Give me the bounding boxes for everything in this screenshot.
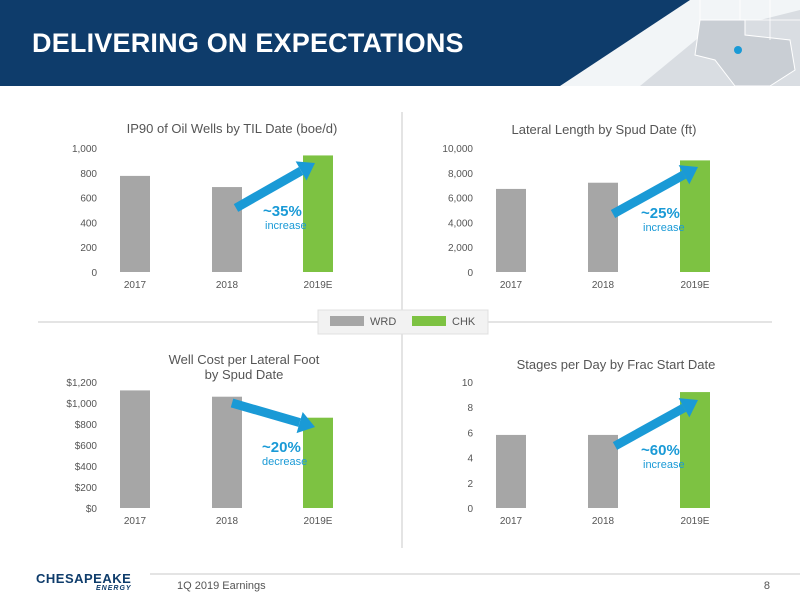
callout-label: increase (643, 222, 685, 234)
x-tick-label: 2018 (216, 280, 239, 291)
chart-title: Stages per Day by Frac Start Date (517, 357, 716, 372)
callout-value: ~35% (263, 203, 302, 220)
y-tick-label: 1,000 (72, 144, 97, 155)
y-tick-label: $1,000 (66, 399, 97, 410)
chart-title: IP90 of Oil Wells by TIL Date (boe/d) (127, 121, 338, 136)
x-tick-label: 2017 (500, 516, 523, 527)
chart-title: Well Cost per Lateral Foot (169, 352, 320, 367)
y-tick-label: 2,000 (448, 243, 473, 254)
y-tick-label: 0 (91, 268, 97, 279)
trend-arrow-shaft (610, 170, 687, 218)
callout-label: increase (265, 220, 307, 232)
logo-name: CHESAPEAKE (36, 571, 132, 586)
trend-arrow-icon (678, 165, 698, 185)
y-tick-label: 8 (467, 403, 473, 414)
y-tick-label: 10 (462, 378, 474, 389)
x-tick-label: 2019E (681, 280, 710, 291)
texas-map-graphic (560, 0, 800, 86)
bar-2018 (212, 396, 242, 508)
y-tick-label: 400 (80, 218, 97, 229)
location-dot-icon (734, 46, 742, 54)
chart-2: Lateral Length by Spud Date (ft) 0 2,000 4,… (442, 122, 710, 291)
chart-title-line2: by Spud Date (205, 367, 284, 382)
bar-2018 (588, 434, 618, 508)
legend-label-chk: CHK (452, 316, 476, 328)
callout-label: increase (643, 459, 685, 471)
slide-header: DELIVERING ON EXPECTATIONS (0, 0, 800, 86)
x-tick-label: 2018 (216, 516, 239, 527)
x-tick-label: 2017 (124, 280, 147, 291)
y-tick-label: $400 (75, 462, 98, 473)
callout-value: ~20% (262, 439, 301, 456)
y-tick-label: $0 (86, 504, 98, 515)
x-tick-label: 2018 (592, 516, 615, 527)
bar-2017 (496, 188, 526, 272)
legend-label-wrd: WRD (370, 316, 396, 328)
callout-value: ~25% (641, 205, 680, 222)
bar-2019E (303, 417, 333, 508)
y-tick-label: $800 (75, 420, 98, 431)
trend-arrow-icon (295, 161, 315, 181)
x-tick-label: 2017 (124, 516, 147, 527)
x-tick-label: 2019E (304, 516, 333, 527)
chart-title: Lateral Length by Spud Date (ft) (511, 122, 696, 137)
trend-arrow-shaft (230, 398, 301, 427)
logo-sub: ENERGY (96, 585, 132, 592)
legend-swatch-chk (412, 316, 446, 326)
y-tick-label: $600 (75, 441, 98, 452)
y-tick-label: 6,000 (448, 194, 473, 205)
bar-2018 (212, 187, 242, 272)
bar-2018 (588, 182, 618, 272)
chart-1: IP90 of Oil Wells by TIL Date (boe/d) 0 20… (72, 121, 337, 291)
bar-2017 (496, 434, 526, 508)
y-tick-label: 0 (467, 268, 473, 279)
y-tick-label: 600 (80, 194, 97, 205)
x-tick-label: 2019E (681, 516, 710, 527)
y-tick-label: $1,200 (66, 378, 97, 389)
y-tick-label: 800 (80, 169, 97, 180)
callout-value: ~60% (641, 442, 680, 459)
trend-arrow-icon (296, 411, 315, 434)
page-title: DELIVERING ON EXPECTATIONS (32, 28, 464, 58)
callout-label: decrease (262, 456, 307, 468)
bar-2017 (120, 390, 150, 508)
trend-arrow-icon (678, 398, 698, 418)
x-tick-label: 2019E (304, 280, 333, 291)
y-tick-label: 2 (467, 479, 473, 490)
y-tick-label: 0 (467, 504, 473, 515)
chart-4: Stages per Day by Frac Start Date 0 2 4 6 8 10… (462, 357, 715, 527)
y-tick-label: 8,000 (448, 169, 473, 180)
footer-label: 1Q 2019 Earnings (177, 580, 266, 592)
y-tick-label: $200 (75, 483, 98, 494)
page-number: 8 (763, 580, 770, 592)
chart-legend: WRD CHK (317, 309, 489, 335)
x-tick-label: 2018 (592, 280, 615, 291)
y-tick-label: 200 (80, 243, 97, 254)
x-tick-label: 2017 (500, 280, 523, 291)
company-logo: CHESAPEAKE ENERGY (36, 571, 146, 595)
legend-swatch-wrd (330, 316, 364, 326)
bar-2017 (120, 175, 150, 272)
trend-arrow-shaft (612, 403, 687, 450)
y-tick-label: 6 (467, 428, 473, 439)
y-tick-label: 10,000 (442, 144, 473, 155)
trend-arrow-shaft (233, 167, 304, 212)
y-tick-label: 4 (467, 454, 473, 465)
y-tick-label: 4,000 (448, 218, 473, 229)
